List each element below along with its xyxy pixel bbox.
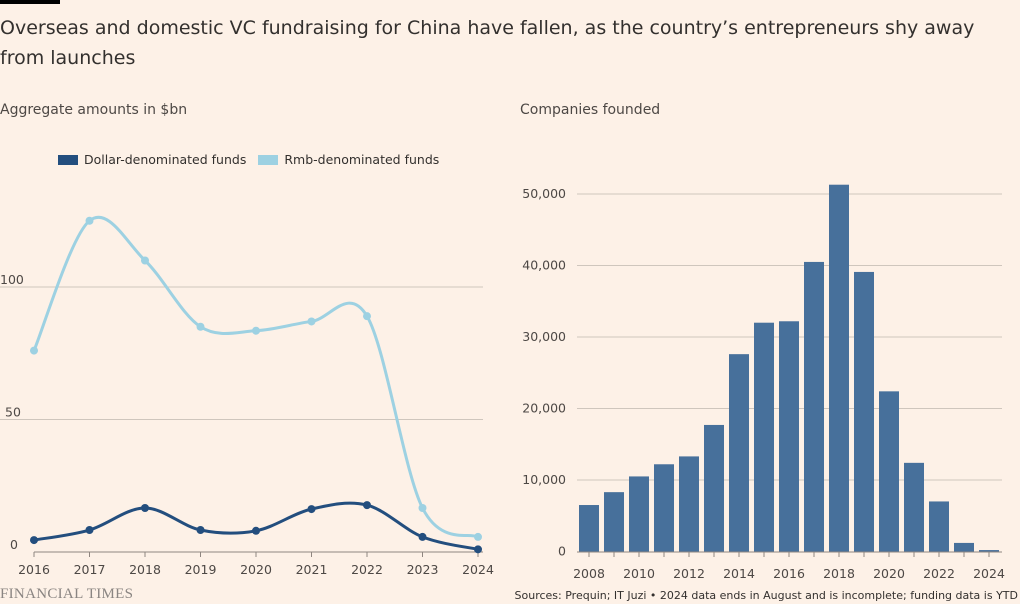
legend-label-rmb: Rmb-denominated funds xyxy=(284,152,440,167)
data-point-dollar xyxy=(30,536,38,545)
bar-2018 xyxy=(829,184,849,552)
legend-swatch-dollar xyxy=(58,154,78,165)
bar-2012 xyxy=(679,456,699,552)
x-tick-label: 2014 xyxy=(723,566,755,581)
bar-2022 xyxy=(929,501,949,552)
bar-2014 xyxy=(729,354,749,552)
x-tick-label: 2016 xyxy=(773,566,805,581)
data-point-dollar xyxy=(196,526,205,535)
data-point-rmb xyxy=(474,532,482,541)
series-line-rmb xyxy=(32,215,480,539)
data-point-dollar xyxy=(363,501,371,510)
x-tick-label: 2016 xyxy=(18,562,50,577)
x-tick-label: 2012 xyxy=(673,566,705,581)
bar-2024 xyxy=(979,550,999,552)
y-tick-label: 50 xyxy=(5,405,21,420)
y-tick-label: 30,000 xyxy=(522,329,566,344)
chart-title: Overseas and domestic VC fundraising for… xyxy=(0,17,975,69)
y-tick-label: 20,000 xyxy=(522,401,566,416)
x-tick-label: 2019 xyxy=(185,562,217,577)
data-point-dollar xyxy=(252,526,260,535)
data-point-rmb xyxy=(307,317,316,326)
x-tick-label: 2022 xyxy=(923,566,955,581)
y-tick-label: 0 xyxy=(558,544,566,559)
data-point-rmb xyxy=(418,504,427,513)
bar-2011 xyxy=(654,464,674,552)
x-tick-label: 2020 xyxy=(240,562,272,577)
legend-label-dollar: Dollar-denominated funds xyxy=(84,152,247,167)
data-point-dollar xyxy=(141,504,149,513)
data-point-rmb xyxy=(141,256,149,265)
data-point-dollar xyxy=(307,505,316,514)
legend: Dollar-denominated funds Rmb-denominated… xyxy=(58,152,439,167)
y-tick-label: 10,000 xyxy=(522,472,566,487)
data-point-rmb xyxy=(30,346,38,355)
data-point-dollar xyxy=(474,545,482,554)
x-tick-label: 2022 xyxy=(351,562,383,577)
series-line-dollar xyxy=(32,501,480,551)
bar-2019 xyxy=(854,271,874,552)
bar-2021 xyxy=(904,462,924,552)
left-chart-subtitle: Aggregate amounts in $bn xyxy=(0,102,188,118)
x-tick-label: 2023 xyxy=(407,562,439,577)
data-point-rmb xyxy=(252,326,260,335)
y-tick-label: 100 xyxy=(0,272,24,287)
bar-2013 xyxy=(704,424,724,552)
x-tick-label: 2018 xyxy=(823,566,855,581)
x-tick-label: 2018 xyxy=(129,562,161,577)
data-point-dollar xyxy=(85,526,94,535)
legend-swatch-rmb xyxy=(258,154,279,165)
y-tick-label: 40,000 xyxy=(522,258,566,273)
data-point-dollar xyxy=(418,532,427,541)
source-note: Sources: Prequin; IT Juzi • 2024 data en… xyxy=(514,589,1018,602)
bar-2017 xyxy=(804,261,824,552)
bar-2009 xyxy=(604,492,624,552)
brand-bar xyxy=(0,0,60,4)
bar-2023 xyxy=(954,542,974,552)
x-tick-label: 2021 xyxy=(296,562,328,577)
bar-2008 xyxy=(579,505,599,552)
y-tick-label: 0 xyxy=(10,537,18,552)
x-tick-label: 2024 xyxy=(973,566,1005,581)
right-chart-subtitle: Companies founded xyxy=(520,102,661,118)
bar-2010 xyxy=(629,476,649,552)
data-point-rmb xyxy=(363,312,371,321)
x-tick-label: 2008 xyxy=(573,566,605,581)
bar-2015 xyxy=(754,322,774,552)
x-tick-label: 2010 xyxy=(623,566,655,581)
data-point-rmb xyxy=(85,216,94,225)
x-tick-label: 2024 xyxy=(462,562,494,577)
y-tick-label: 50,000 xyxy=(522,186,566,201)
ft-logo: FINANCIAL TIMES xyxy=(0,586,134,602)
x-tick-label: 2020 xyxy=(873,566,905,581)
x-tick-label: 2017 xyxy=(74,562,106,577)
bar-2020 xyxy=(879,391,899,552)
data-point-rmb xyxy=(196,322,205,331)
bar-2016 xyxy=(779,321,799,552)
